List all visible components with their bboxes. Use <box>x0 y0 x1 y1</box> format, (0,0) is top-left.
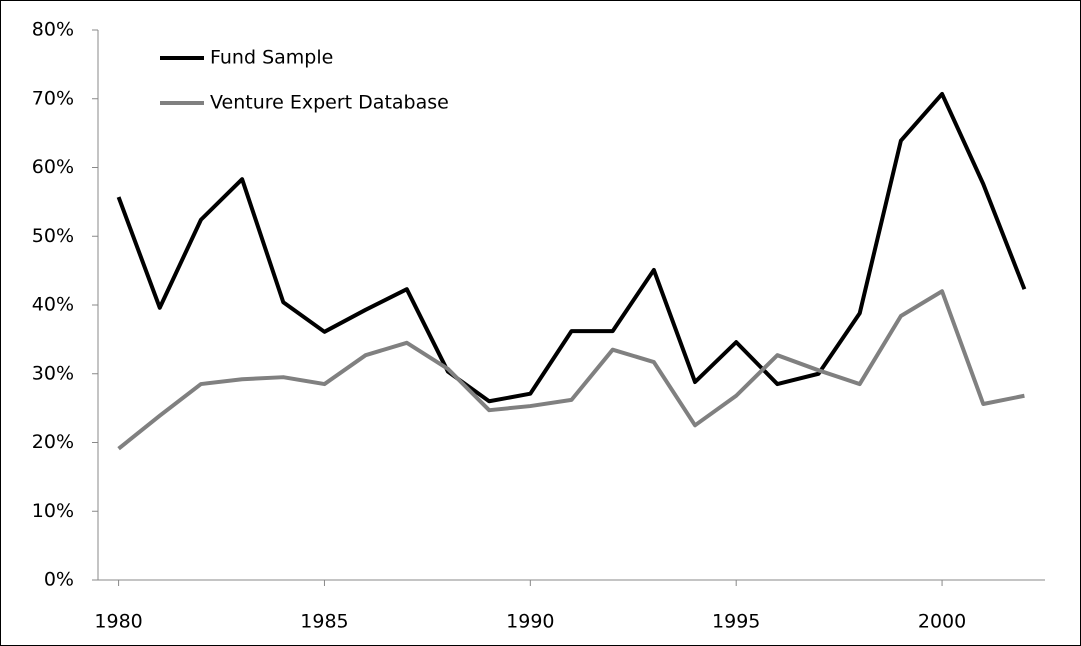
x-tick-label: 1985 <box>300 611 348 633</box>
series-line <box>116 91 1027 404</box>
x-tick-label: 1990 <box>506 611 554 633</box>
y-tick-label: 60% <box>32 156 74 178</box>
y-tick-label: 70% <box>32 87 74 109</box>
x-tick-label: 2000 <box>918 611 966 633</box>
y-tick-label: 80% <box>32 19 74 41</box>
y-tick-label: 30% <box>32 362 74 384</box>
y-tick-label: 40% <box>32 294 74 316</box>
y-tick-label: 10% <box>32 500 74 522</box>
legend-label: Venture Expert Database <box>210 92 449 114</box>
y-tick-label: 50% <box>32 225 74 247</box>
y-tick-label: 20% <box>32 431 74 453</box>
y-tick-label: 0% <box>44 569 74 591</box>
legend-label: Fund Sample <box>210 47 333 69</box>
x-tick-label: 1995 <box>712 611 760 633</box>
series-line <box>117 289 1025 451</box>
x-tick-label: 1980 <box>94 611 142 633</box>
